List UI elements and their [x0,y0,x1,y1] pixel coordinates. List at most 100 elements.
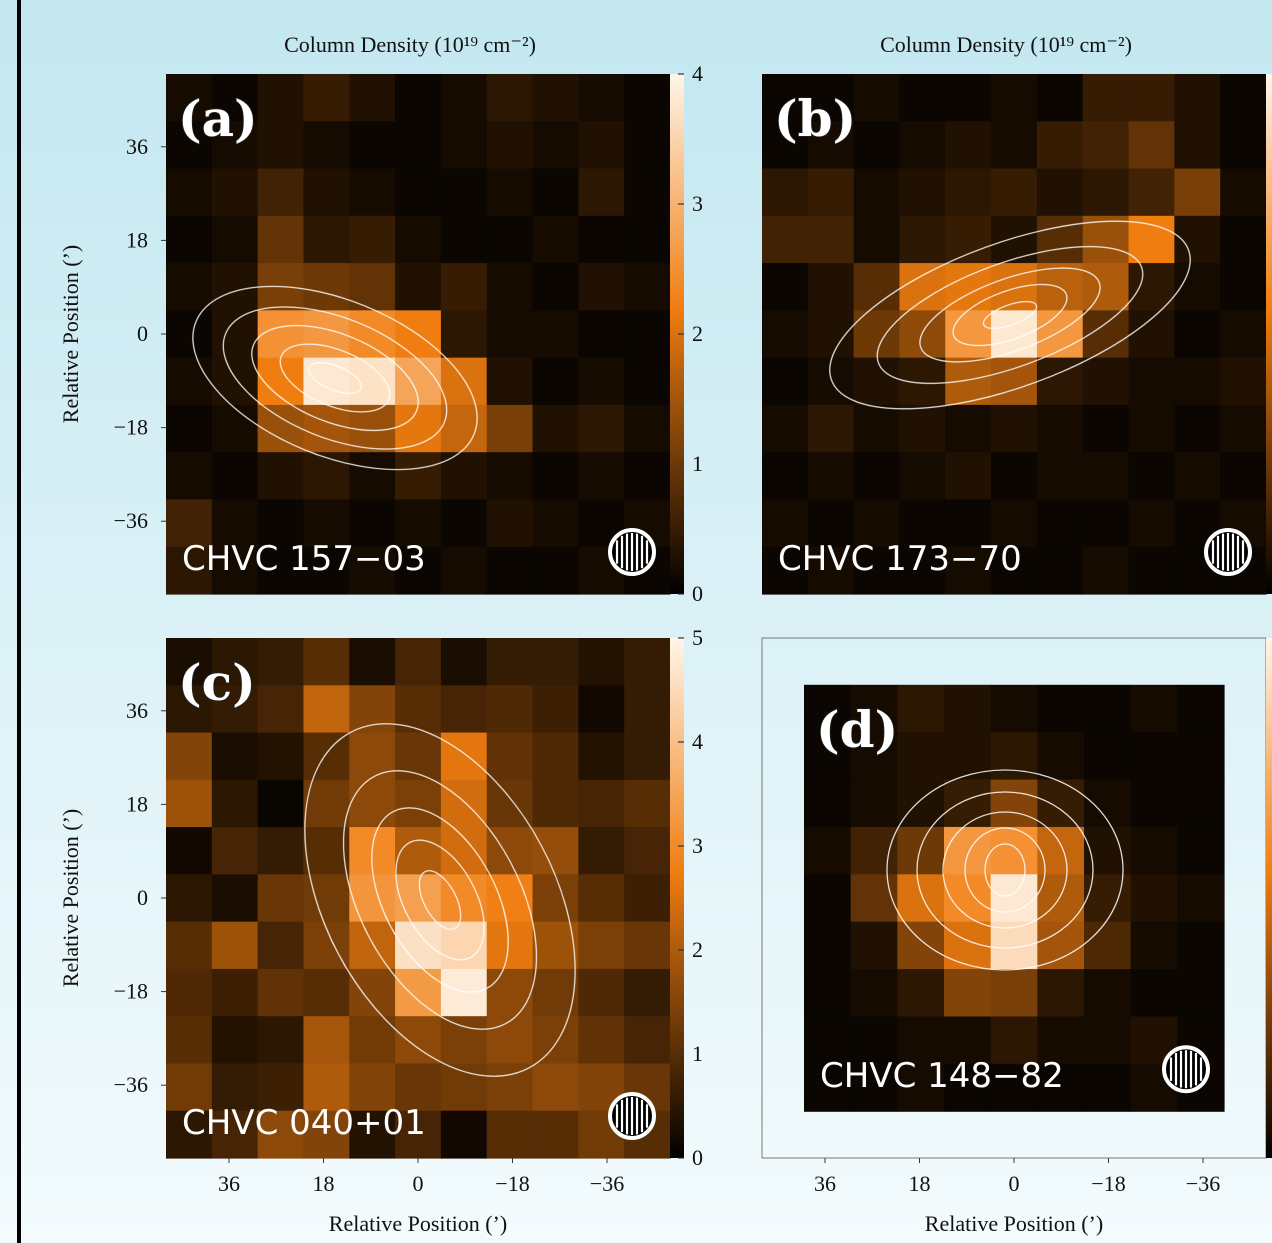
heatmap-cell [991,827,1038,875]
x-tick-label: 18 [313,1171,335,1196]
heatmap-cell [624,310,670,358]
heatmap-cell [212,263,258,311]
y-tick-label: −36 [114,508,148,533]
y-axis-label: Relative Position (’) [58,809,83,987]
heatmap-cell [1174,452,1220,500]
heatmap-cell [303,216,349,264]
heatmap-cell [441,733,487,781]
heatmap-cell [533,547,579,595]
heatmap-cell [533,358,579,406]
heatmap-cell [945,405,991,453]
heatmap-cell [487,685,533,733]
colorbar-tick-label: 1 [692,1041,703,1066]
heatmap-cell [944,732,991,780]
heatmap-cell [533,1016,579,1064]
heatmap-cell [533,685,579,733]
heatmap-cell [212,169,258,217]
heatmap-cell [899,121,945,169]
heatmap-cell [578,358,624,406]
heatmap-cell [897,874,944,922]
heatmap-cell [258,780,304,828]
heatmap-cell [808,263,854,311]
heatmap-cell [395,827,441,875]
heatmap-cell [1174,405,1220,453]
heatmap-cell [1037,499,1083,547]
heatmap-cell [808,216,854,264]
heatmap-cell [166,263,212,311]
heatmap-cell [899,405,945,453]
heatmap-cell [1037,969,1084,1017]
heatmap-cell [578,638,624,686]
heatmap-cell [487,263,533,311]
heatmap-cell [578,310,624,358]
heatmap-cell [578,874,624,922]
y-tick-label: −18 [114,979,148,1004]
colorbar-tick-label: 2 [692,321,703,346]
heatmap-cell [1037,780,1084,828]
colorbar [670,638,684,1158]
heatmap-cell [854,169,900,217]
heatmap-cell [991,358,1037,406]
heatmap-cell [166,733,212,781]
heatmap-cell [945,452,991,500]
colorbar-tick-label: 3 [692,833,703,858]
heatmap-cell [1129,358,1175,406]
heatmap-cell [897,922,944,970]
heatmap-cell [533,1063,579,1111]
heatmap-cell [441,685,487,733]
heatmap-cell [808,310,854,358]
heatmap-cell [212,874,258,922]
heatmap-cell [1084,1064,1131,1112]
heatmap-cell [624,263,670,311]
colorbar-tick-label: 0 [692,581,703,606]
heatmap-cell [441,969,487,1017]
heatmap-cell [212,216,258,264]
heatmap-cell [533,216,579,264]
heatmap-cell [1037,922,1084,970]
heatmap-cell [578,827,624,875]
heatmap-cell [991,405,1037,453]
heatmap-cell [851,827,898,875]
heatmap-cell [1129,499,1175,547]
heatmap-cell [212,969,258,1017]
heatmap-cell [258,922,304,970]
heatmap-cell [762,452,808,500]
heatmap-cell [395,263,441,311]
heatmap-cell [1220,452,1266,500]
heatmap-cell [899,216,945,264]
heatmap-cell [1084,922,1131,970]
panel-label: (a) [178,89,258,148]
colorbar-tick-label: 1 [692,451,703,476]
heatmap-cell [578,733,624,781]
x-tick-label: 18 [909,1171,931,1196]
heatmap-cell [804,780,851,828]
heatmap-cell [1084,732,1131,780]
heatmap-cell [624,874,670,922]
heatmap-cell [349,780,395,828]
heatmap-cell [395,874,441,922]
heatmap-cell [533,969,579,1017]
heatmap-cell [349,74,395,122]
heatmap-cell [1129,169,1175,217]
heatmap-cell [533,922,579,970]
heatmap-cell [533,169,579,217]
heatmap-cell [1037,547,1083,595]
heatmap-cell [991,685,1038,733]
heatmap-cell [899,263,945,311]
heatmap-cell [1174,74,1220,122]
y-tick-label: 0 [137,321,148,346]
heatmap-cell [441,1063,487,1111]
heatmap-cell [441,169,487,217]
heatmap-cell [349,169,395,217]
heatmap-cell [991,74,1037,122]
colorbar [1266,638,1272,1158]
colorbar [1266,74,1272,594]
heatmap-cell [578,405,624,453]
heatmap-cell [533,405,579,453]
heatmap-cell [804,874,851,922]
heatmap-cell [487,1063,533,1111]
heatmap-cell [1177,780,1224,828]
heatmap-cell [578,74,624,122]
colorbar-label: Column Density (10¹⁹ cm⁻²) [284,32,536,57]
heatmap-cell [1083,547,1129,595]
